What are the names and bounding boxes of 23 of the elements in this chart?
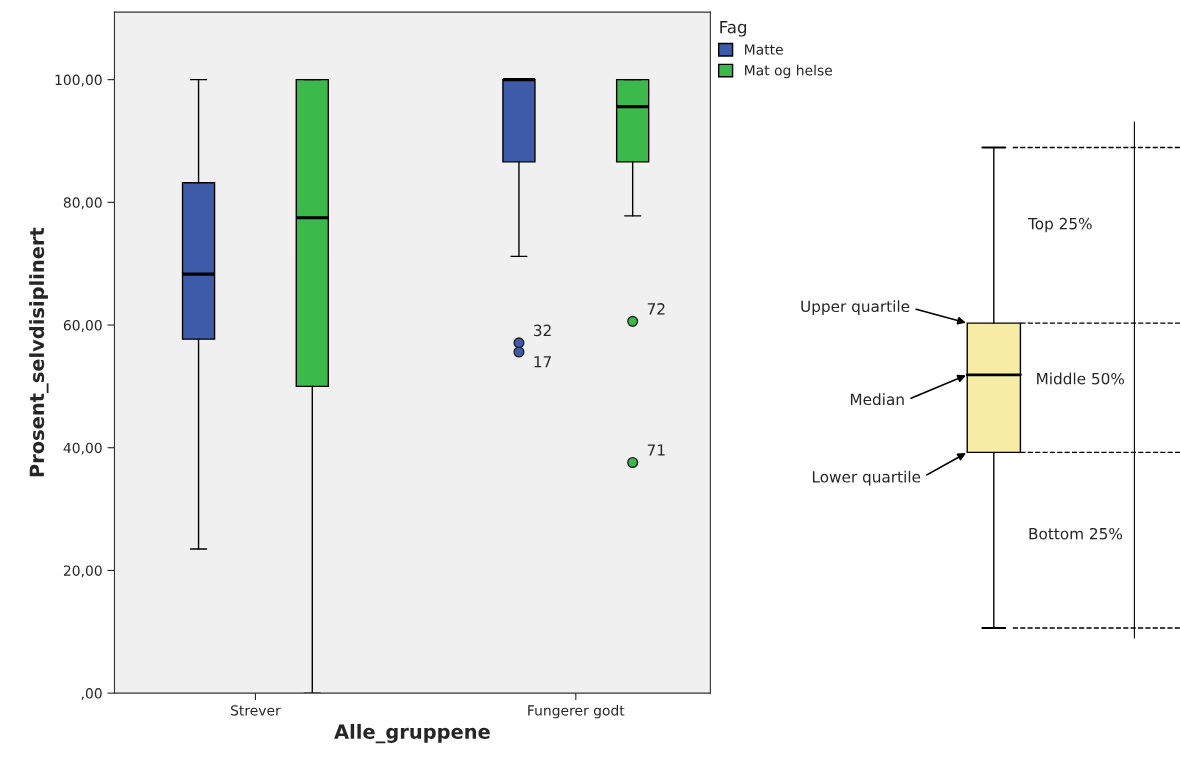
text: Upper quartile [801,300,910,316]
text: Bottom 25% [1029,527,1123,540]
legend-label: Mat og helse [745,64,833,79]
annotation: 71 [647,444,665,456]
x-tick-label: Strever [231,705,281,716]
annotation: 72 [647,303,665,315]
y-tick-label: 60,00 [63,320,102,332]
text: Top 25% [1027,217,1092,233]
text: Lower quartile [812,470,921,486]
y-tick-label: ,00 [81,688,102,701]
y-tick-label: 40,00 [63,442,102,455]
text: Median [850,393,904,406]
x-tick-label: Fungerer godt [528,704,625,719]
annotation: 17 [534,356,551,368]
y-axis-title: Prosent_selvdisiplinert [29,227,49,477]
text: Middle 50% [1037,372,1125,385]
annotation: 32 [533,324,551,337]
legend-label: Matte [745,44,783,55]
y-tick-label: 20,00 [63,565,102,578]
legend-title: Fag [720,21,747,37]
y-tick-label: 80,00 [63,197,102,210]
x-axis-title: Alle_gruppene [334,723,490,744]
y-tick-label: 100,00 [55,74,102,87]
